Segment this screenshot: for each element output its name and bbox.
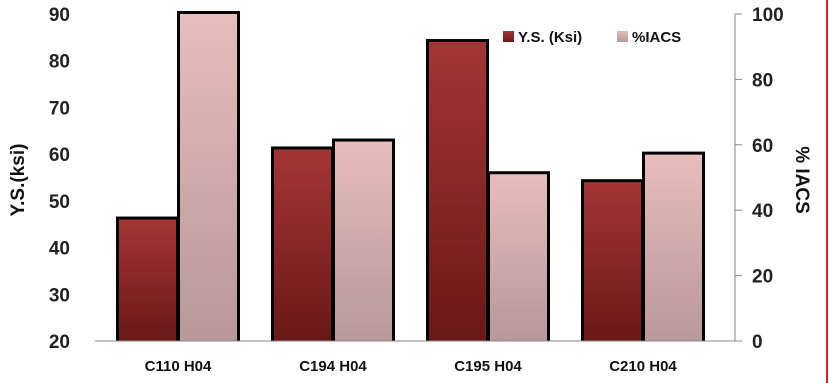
legend-label-ys: Y.S. (Ksi) xyxy=(518,29,582,46)
right-tick-label: 20 xyxy=(752,267,773,288)
left-tick-label: 40 xyxy=(49,239,70,260)
right-tick-label: 0 xyxy=(752,332,763,353)
bar-iacs xyxy=(645,154,702,341)
right-tick-label: 80 xyxy=(752,70,773,91)
bar-ys xyxy=(119,219,176,341)
right-tick-label: 60 xyxy=(752,136,773,157)
bar-ys xyxy=(429,42,486,342)
y-axis-title-left: Y.S.(ksi) xyxy=(8,144,29,217)
category-label: C194 H04 xyxy=(299,358,367,375)
category-labels: C110 H04 C194 H04 C195 H04 C210 H04 xyxy=(145,358,678,375)
bar-iacs xyxy=(335,141,392,341)
y-axis-title-right: % IACS xyxy=(791,146,812,214)
bars xyxy=(116,11,705,342)
bar-ys xyxy=(584,182,641,341)
left-tick-label: 90 xyxy=(49,5,70,26)
left-axis-ticks: 20 30 40 50 60 70 80 90 xyxy=(49,5,70,353)
right-axis-ticks: 0 20 40 60 80 100 xyxy=(735,5,784,353)
legend-label-iacs: %IACS xyxy=(632,29,681,46)
category-label: C195 H04 xyxy=(454,358,522,375)
legend-swatch-iacs xyxy=(617,31,628,42)
category-label: C110 H04 xyxy=(145,358,212,375)
bar-iacs xyxy=(180,14,237,341)
left-tick-label: 50 xyxy=(49,192,70,213)
left-tick-label: 80 xyxy=(49,52,70,73)
right-tick-label: 100 xyxy=(752,5,784,26)
left-tick-label: 70 xyxy=(49,98,70,119)
right-tick-label: 40 xyxy=(752,201,773,222)
legend: Y.S. (Ksi) %IACS xyxy=(503,29,681,46)
bar-ys xyxy=(274,149,331,341)
category-label: C210 H04 xyxy=(609,358,677,375)
legend-swatch-ys xyxy=(503,31,514,42)
left-tick-label: 30 xyxy=(49,285,70,306)
left-tick-label: 20 xyxy=(49,332,70,353)
bar-iacs xyxy=(490,174,547,341)
left-tick-label: 60 xyxy=(49,145,70,166)
